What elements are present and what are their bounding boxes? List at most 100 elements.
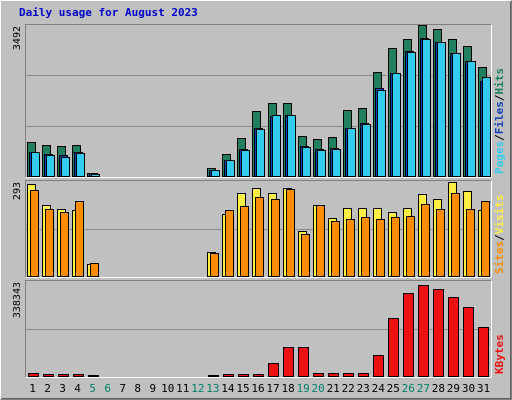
bar-kbytes-day-27 xyxy=(418,285,429,377)
bar-pages-day-31 xyxy=(482,77,491,177)
bar-pages-day-16 xyxy=(256,129,265,177)
legend-hits-files-pages: Pages/Files/Hits xyxy=(493,68,506,174)
bar-pages-day-5 xyxy=(91,174,100,177)
legend-item-files: Files xyxy=(493,101,506,134)
bar-pages-day-14 xyxy=(226,160,235,177)
bar-kbytes-day-23 xyxy=(358,373,369,377)
series-pages xyxy=(31,39,491,177)
bar-sites-day-20 xyxy=(316,205,325,277)
x-tick-label-day-11: 11 xyxy=(176,382,189,395)
bar-pages-day-20 xyxy=(317,150,326,177)
legend-item-pages: Pages xyxy=(493,141,506,174)
panel-visits-sites: 293 Sites/Visits xyxy=(12,180,506,278)
bar-kbytes-day-2 xyxy=(43,374,54,377)
y-max-label: 3492 xyxy=(12,26,23,50)
bar-pages-day-25 xyxy=(392,73,401,177)
bar-pages-day-15 xyxy=(241,150,250,177)
bar-kbytes-day-4 xyxy=(73,374,84,377)
bar-pages-day-22 xyxy=(347,128,356,177)
bar-sites-day-1 xyxy=(30,190,39,277)
x-tick-label-day-15: 15 xyxy=(236,382,249,395)
x-tick-label-day-22: 22 xyxy=(342,382,355,395)
bar-sites-day-4 xyxy=(75,201,84,277)
bar-sites-day-18 xyxy=(286,189,295,277)
y-max-label: 338343 xyxy=(12,282,23,318)
bar-kbytes-day-25 xyxy=(388,318,399,377)
bar-pages-day-18 xyxy=(287,115,296,177)
bar-pages-day-3 xyxy=(61,157,70,177)
bar-sites-day-24 xyxy=(376,219,385,277)
bar-kbytes-day-1 xyxy=(28,373,39,377)
bar-kbytes-day-31 xyxy=(478,327,489,377)
bar-sites-day-17 xyxy=(271,199,280,277)
bar-pages-day-29 xyxy=(452,53,461,177)
x-tick-label-day-10: 10 xyxy=(161,382,174,395)
x-tick-label-day-5: 5 xyxy=(89,382,96,395)
bar-kbytes-day-18 xyxy=(283,347,294,377)
bar-sites-day-21 xyxy=(331,221,340,277)
bar-sites-day-23 xyxy=(361,217,370,277)
x-tick-label-day-18: 18 xyxy=(281,382,294,395)
legend-separator: / xyxy=(493,234,506,241)
bar-pages-day-1 xyxy=(31,152,40,177)
bar-kbytes-day-30 xyxy=(463,307,474,377)
bar-kbytes-day-19 xyxy=(298,347,309,377)
x-tick-label-day-13: 13 xyxy=(206,382,219,395)
bar-pages-day-24 xyxy=(377,90,386,177)
plot-border-dark xyxy=(25,24,492,178)
x-tick-label-day-25: 25 xyxy=(387,382,400,395)
bar-pages-day-13 xyxy=(211,170,220,177)
bar-sites-day-29 xyxy=(451,193,460,277)
bar-pages-day-19 xyxy=(302,147,311,177)
bar-kbytes-day-14 xyxy=(223,374,234,377)
legend-visits-sites: Sites/Visits xyxy=(493,195,506,275)
bar-sites-day-30 xyxy=(466,209,475,277)
x-tick-label-day-3: 3 xyxy=(59,382,66,395)
chart-title: Daily usage for August 2023 xyxy=(19,6,198,19)
panel-kbytes: 338343 KBytes xyxy=(12,280,506,378)
bar-sites-day-19 xyxy=(301,234,310,277)
bar-sites-day-27 xyxy=(421,204,430,277)
legend-separator: / xyxy=(493,134,506,141)
series-kbytes xyxy=(28,285,489,377)
bar-pages-day-21 xyxy=(332,149,341,177)
bar-pages-day-2 xyxy=(46,155,55,177)
legend-item-kbytes: KBytes xyxy=(493,334,506,374)
bar-sites-day-28 xyxy=(436,209,445,277)
plot-border-dark xyxy=(25,180,492,278)
x-tick-label-day-28: 28 xyxy=(432,382,445,395)
bar-kbytes-day-15 xyxy=(238,374,249,377)
bar-kbytes-day-24 xyxy=(373,355,384,377)
bar-pages-day-30 xyxy=(467,61,476,177)
bar-sites-day-31 xyxy=(481,201,490,277)
bar-kbytes-day-3 xyxy=(58,374,69,377)
legend-item-hits: Hits xyxy=(493,68,506,95)
bar-sites-day-25 xyxy=(391,217,400,277)
x-tick-label-day-26: 26 xyxy=(402,382,415,395)
bar-sites-day-3 xyxy=(60,212,69,277)
bar-sites-day-16 xyxy=(255,197,264,277)
x-tick-label-day-21: 21 xyxy=(327,382,340,395)
x-axis-day-labels: 1 2 3 4 5 6 7 8 9 10 11 12 13 14 15 16 17 18 19 20 21 22 23 24 2… xyxy=(29,382,490,395)
plot-border-light xyxy=(25,180,492,278)
bar-kbytes-day-20 xyxy=(313,373,324,377)
x-tick-label-day-2: 2 xyxy=(44,382,51,395)
bar-pages-day-28 xyxy=(437,42,446,177)
x-tick-label-day-24: 24 xyxy=(372,382,386,395)
x-tick-label-day-20: 20 xyxy=(311,382,324,395)
bar-kbytes-day-21 xyxy=(328,373,339,377)
bar-pages-day-23 xyxy=(362,124,371,177)
bar-sites-day-5 xyxy=(90,263,99,277)
bar-pages-day-17 xyxy=(272,115,281,177)
x-tick-label-day-23: 23 xyxy=(357,382,370,395)
legend-separator: / xyxy=(493,94,506,101)
bar-pages-day-26 xyxy=(407,52,416,177)
bar-sites-day-14 xyxy=(225,210,234,277)
legend-item-visits: Visits xyxy=(493,195,506,235)
legend-kbytes: KBytes xyxy=(493,334,506,374)
x-tick-label-day-7: 7 xyxy=(119,382,126,395)
y-max-label: 293 xyxy=(12,182,23,200)
